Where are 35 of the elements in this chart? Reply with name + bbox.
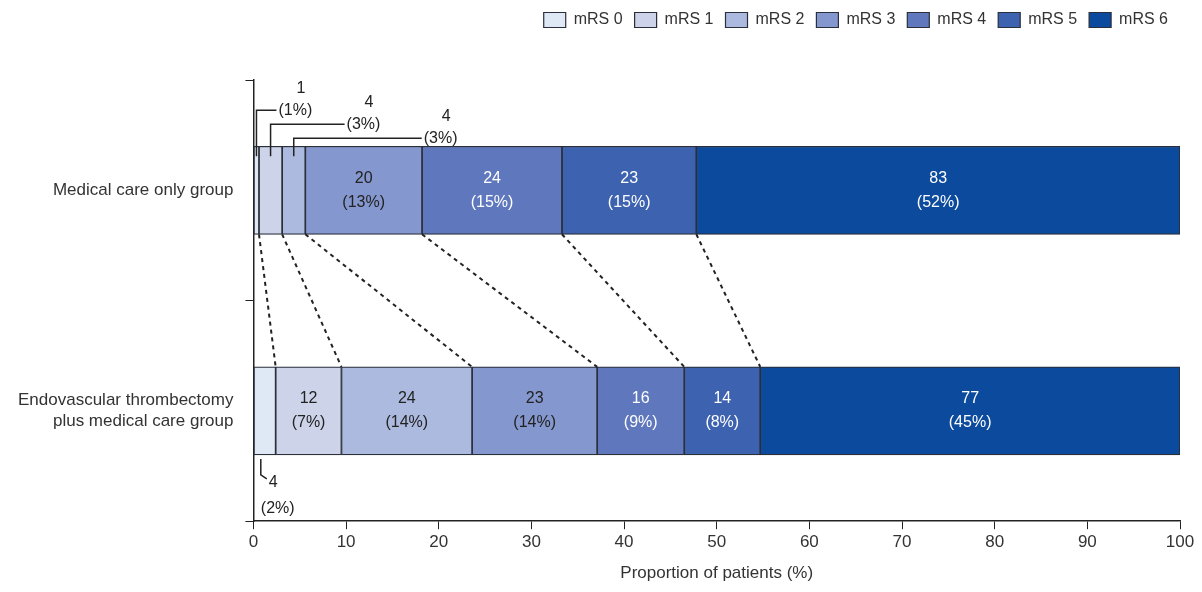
legend-label: mRS 0: [573, 10, 623, 28]
x-tick-label: 60: [799, 532, 819, 552]
legend-label: mRS 4: [937, 10, 987, 28]
data-label: 4 (3%): [423, 106, 458, 146]
x-tick-label: 10: [336, 532, 356, 552]
data-label: 1 (1%): [278, 78, 313, 118]
x-tick-label: 20: [429, 532, 449, 552]
x-tick-label: 70: [892, 532, 912, 552]
data-label: 23 (14%): [513, 389, 556, 431]
x-axis-title: Proportion of patients (%): [620, 563, 814, 583]
legend-label: mRS 5: [1028, 10, 1078, 28]
y-tick-label: Endovascular thrombectomy plus medical care group: [17, 390, 234, 430]
data-label: 4 (3%): [346, 92, 381, 132]
data-label: 23 (15%): [607, 168, 651, 210]
data-label: 12 (7%): [291, 389, 326, 431]
x-tick-label: 100: [1165, 532, 1195, 552]
x-tick-label: 80: [985, 532, 1005, 552]
x-tick-label: 90: [1077, 532, 1097, 552]
data-label: 24 (15%): [470, 168, 514, 210]
legend-label: mRS 3: [846, 10, 896, 28]
y-tick-label: Medical care only group: [52, 179, 234, 199]
x-tick-label: 0: [248, 532, 259, 552]
legend-label: mRS 6: [1119, 10, 1169, 28]
data-label: 14 (8%): [705, 389, 740, 431]
x-tick-label: 50: [707, 532, 727, 552]
data-label: 24 (14%): [385, 389, 429, 431]
legend-label: mRS 2: [755, 10, 805, 28]
x-tick-label: 30: [521, 532, 541, 552]
data-label: 77 (45%): [948, 389, 992, 431]
legend-label: mRS 1: [664, 10, 714, 28]
data-label: 4 (2%): [260, 473, 295, 517]
data-label: 20 (13%): [342, 168, 386, 210]
x-tick-label: 40: [614, 532, 634, 552]
data-label: 16 (9%): [623, 389, 658, 431]
data-label: 83 (52%): [916, 168, 960, 210]
